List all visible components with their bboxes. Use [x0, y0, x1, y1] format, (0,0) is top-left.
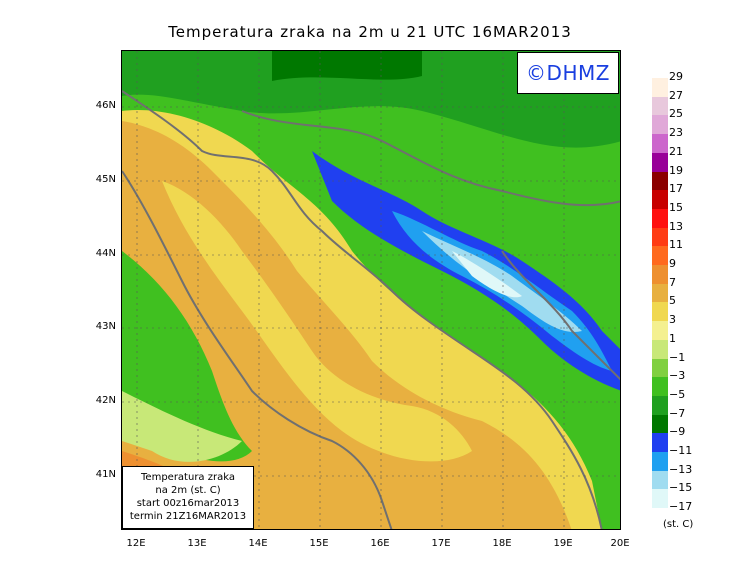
- legend-swatch: [652, 115, 668, 135]
- field-mountain-pale: [422, 231, 582, 332]
- field-sea-yellow-inner: [162, 181, 472, 462]
- map-title: Temperatura zraka na 2m u 21 UTC 16MAR20…: [168, 23, 572, 41]
- info-line-1: Temperatura zraka: [141, 472, 235, 483]
- legend-label: 1: [669, 331, 676, 345]
- temperature-field: [122, 51, 620, 529]
- lon-label-16: 16E: [370, 538, 390, 549]
- legend-label: −11: [669, 444, 693, 457]
- legend-swatch: [652, 452, 668, 471]
- legend-label: 25: [669, 107, 683, 121]
- lon-label-13: 13E: [187, 538, 207, 549]
- temperature-map: [121, 50, 621, 530]
- legend-label: −5: [669, 387, 686, 401]
- legend-label: 13: [669, 219, 683, 233]
- legend-swatch: [652, 395, 668, 415]
- info-line-3: start 00z16mar2013: [136, 498, 240, 509]
- map-grid: [122, 51, 620, 529]
- field-italy-light: [122, 391, 242, 462]
- legend-swatch: [652, 489, 668, 509]
- field-north: [122, 51, 620, 148]
- field-mountain-white: [452, 251, 522, 298]
- legend-swatch: [652, 208, 668, 228]
- legend-swatch: [652, 358, 668, 378]
- lon-label-15: 15E: [309, 538, 329, 549]
- lon-label-20: 20E: [610, 538, 630, 549]
- legend-label: 5: [669, 294, 676, 308]
- legend-swatch: [652, 78, 668, 97]
- info-box: Temperatura zraka na 2m (st. C) start 00…: [122, 466, 254, 529]
- legend-swatch: [652, 96, 668, 116]
- legend-label: 9: [669, 257, 676, 270]
- legend-swatch: [652, 377, 668, 397]
- legend-swatch: [652, 414, 668, 434]
- legend-swatch: [652, 321, 668, 341]
- legend-swatch: [652, 470, 668, 490]
- legend-label: −7: [669, 406, 686, 420]
- info-line-2: na 2m (st. C): [155, 485, 221, 496]
- lon-label-14: 14E: [248, 538, 268, 549]
- lat-label-46: 46N: [95, 100, 116, 111]
- legend-swatch: [652, 339, 668, 359]
- legend-label: 29: [669, 70, 683, 83]
- lon-label-17: 17E: [431, 538, 451, 549]
- lon-label-12: 12E: [126, 538, 146, 549]
- border-bosnia: [501, 250, 620, 381]
- legend-label: 21: [669, 144, 683, 158]
- legend-label: −1: [669, 350, 686, 364]
- legend-label: 15: [669, 200, 683, 214]
- legend-label: 19: [669, 163, 683, 177]
- legend-label: −3: [669, 369, 686, 383]
- legend-label: 27: [669, 88, 683, 102]
- coastline-italy: [122, 170, 393, 529]
- border-north: [241, 110, 620, 207]
- coastline-east: [122, 90, 603, 529]
- legend-swatch: [652, 190, 668, 210]
- legend-swatch: [652, 171, 668, 191]
- legend-label: 7: [669, 275, 676, 289]
- legend-units: (st. C): [663, 519, 694, 530]
- legend-swatch: [652, 134, 668, 154]
- legend-label: 17: [669, 182, 683, 196]
- lon-label-18: 18E: [492, 538, 512, 549]
- legend-label: −17: [669, 500, 693, 514]
- legend-label: 23: [669, 126, 683, 140]
- lat-label-44: 44N: [95, 248, 116, 259]
- legend-swatch: [652, 283, 668, 303]
- legend-swatch: [652, 265, 668, 284]
- lon-label-19: 19E: [553, 538, 573, 549]
- legend-swatch: [652, 227, 668, 247]
- legend-label: −13: [669, 462, 693, 476]
- lat-label-42: 42N: [95, 395, 116, 406]
- dhmz-logo: ©DHMZ: [517, 52, 619, 94]
- legend-swatch: [652, 433, 668, 453]
- legend-swatch: [652, 302, 668, 322]
- legend-label: 3: [669, 313, 676, 327]
- legend-label: −15: [669, 481, 693, 495]
- info-line-4: termin 21Z16MAR2013: [129, 511, 247, 522]
- lat-label-41: 41N: [95, 469, 116, 480]
- field-north-dark: [272, 51, 422, 81]
- legend-swatch: [652, 152, 668, 172]
- legend-label: 11: [669, 238, 683, 252]
- legend-label: −9: [669, 425, 686, 439]
- lat-label-43: 43N: [95, 321, 116, 332]
- legend-swatch: [652, 246, 668, 266]
- lat-label-45: 45N: [95, 174, 116, 185]
